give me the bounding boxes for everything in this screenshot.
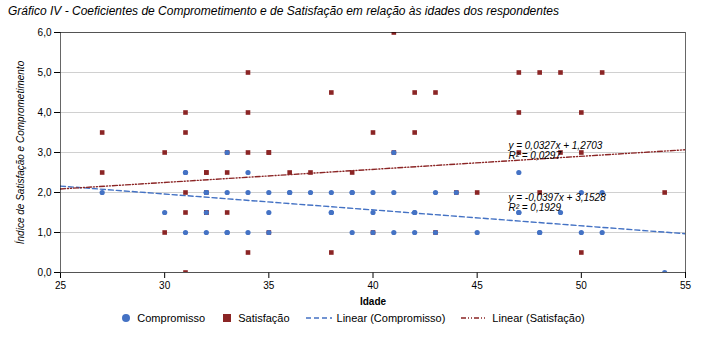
svg-text:1,0: 1,0: [38, 227, 52, 238]
html-text:Compromisso: Compromisso: [137, 312, 206, 324]
html-text:Linear (Compromisso): Linear (Compromisso): [336, 312, 446, 324]
svg-text:30: 30: [159, 280, 171, 291]
svg-text:4,0: 4,0: [38, 107, 52, 118]
svg-text:50: 50: [576, 280, 588, 291]
svg-text:5,0: 5,0: [38, 67, 52, 78]
svg-text:2,0: 2,0: [38, 187, 52, 198]
svg-text:y = -0,0397x + 3,1528R² = 0,19: y = -0,0397x + 3,1528R² = 0,1929: [507, 192, 606, 213]
svg-text:Idade: Idade: [360, 296, 387, 307]
html-text:Satisfação: Satisfação: [238, 312, 290, 324]
svg-text:6,0: 6,0: [38, 27, 52, 38]
html-text:Linear (Satisfação): Linear (Satisfação): [492, 312, 585, 324]
html-text:Gráfico IV - Coeficientes de C: Gráfico IV - Coeficientes de Comprometim…: [8, 4, 559, 18]
svg-text:Índice de Satisfação e Comprom: Índice de Satisfação e Comprometimento: [14, 60, 26, 244]
svg-text:55: 55: [680, 280, 692, 291]
svg-text:45: 45: [472, 280, 484, 291]
svg-text:y = 0,0327x + 1,2703R² = 0,029: y = 0,0327x + 1,2703R² = 0,0297: [507, 140, 602, 161]
svg-text:40: 40: [367, 280, 379, 291]
svg-text:35: 35: [263, 280, 275, 291]
svg-text:0,0: 0,0: [38, 267, 52, 278]
svg-text:25: 25: [55, 280, 67, 291]
svg-text:3,0: 3,0: [38, 147, 52, 158]
